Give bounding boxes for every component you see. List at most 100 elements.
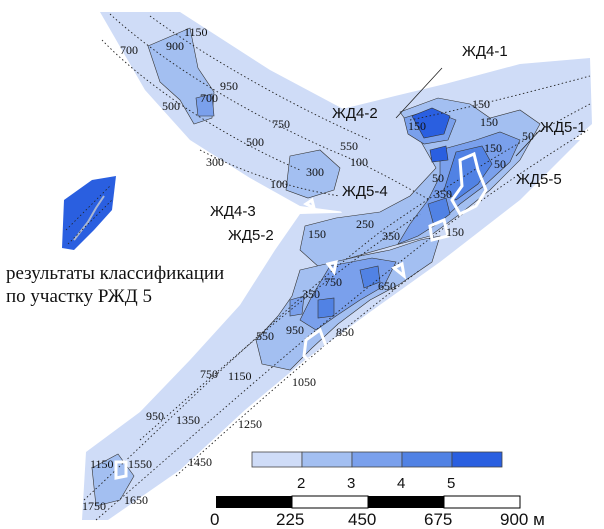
- parcel: [114, 460, 128, 480]
- contour: [149, 15, 371, 141]
- zone: [285, 149, 341, 199]
- contour: [83, 103, 591, 501]
- contour: [109, 13, 431, 201]
- contour-label: 1050: [292, 375, 316, 389]
- contour-label: 950: [146, 409, 164, 423]
- parcel: [391, 261, 407, 280]
- contour-label: 50: [522, 129, 534, 143]
- contour-label: 500: [162, 99, 180, 113]
- contour-label: 1350: [176, 413, 200, 427]
- contour-label: 1250: [238, 417, 262, 431]
- parcel: [450, 151, 488, 216]
- contour-label: 1150: [228, 369, 252, 383]
- contour-label: 300: [206, 155, 224, 169]
- scale-segment: [368, 496, 444, 508]
- legend: 2 3 4 5: [251, 451, 503, 492]
- well-label-zhd5-4: ЖД5-4: [342, 183, 388, 200]
- legend-label: 2: [297, 475, 305, 492]
- zone: [359, 265, 381, 289]
- well-label-zhd4-2: ЖД4-2: [332, 105, 378, 122]
- contour-label: 150: [484, 141, 502, 155]
- zone: [91, 453, 135, 507]
- legend-swatch: [301, 451, 353, 468]
- zone: [443, 145, 493, 201]
- inset-thumbnail: [62, 176, 116, 250]
- contour-label: 250: [356, 217, 374, 231]
- well-label-zhd5-5: ЖД5-5: [516, 171, 562, 188]
- leader-line: [395, 67, 443, 119]
- scale-segment: [291, 495, 369, 509]
- class-4-5-zones: [317, 107, 493, 319]
- well-label-zhd5-2: ЖД5-2: [228, 227, 274, 244]
- contour-label: 150: [446, 225, 464, 239]
- contour-label: 650: [378, 279, 396, 293]
- scale-segment: [443, 495, 521, 509]
- inset-shape: [62, 176, 116, 250]
- contour-label: 850: [336, 325, 354, 339]
- legend-swatch: [351, 451, 403, 468]
- contour-label: 1750: [82, 499, 106, 513]
- contour-label: 50: [432, 171, 444, 185]
- contour-label: 100: [350, 155, 368, 169]
- contour-label: 150: [480, 115, 498, 129]
- contour: [409, 75, 591, 121]
- contour-label: 900: [166, 39, 184, 53]
- contour-label: 750: [272, 117, 290, 131]
- zone: [411, 107, 451, 139]
- well-label-zhd4-1: ЖД4-1: [462, 43, 508, 60]
- scale-segment: [216, 496, 292, 508]
- contour-label: 700: [120, 43, 138, 57]
- scale-label: 0: [210, 510, 219, 529]
- contour-label: 550: [340, 139, 358, 153]
- contour-label: 1150: [90, 457, 114, 471]
- contour-label: 150: [472, 97, 490, 111]
- contour: [199, 149, 341, 197]
- parcel: [302, 327, 328, 367]
- contour-label: 950: [286, 323, 304, 337]
- contour-label: 1650: [124, 493, 148, 507]
- leader-line: [515, 129, 541, 157]
- legend-label: 4: [397, 475, 405, 492]
- contour-label: 350: [382, 229, 400, 243]
- scale-label: 675: [424, 510, 452, 529]
- contour-label: 550: [256, 329, 274, 343]
- contour-label: 300: [306, 165, 324, 179]
- contour: [101, 39, 301, 171]
- parcel: [325, 259, 338, 276]
- contour: [139, 213, 421, 441]
- parcel: [303, 197, 317, 211]
- scale-bar: 0 225 450 675 900 м: [210, 495, 545, 529]
- contour-label: 950: [220, 79, 238, 93]
- classification-caption: результаты классификации по участку РЖД …: [6, 262, 224, 308]
- zone: [427, 197, 451, 227]
- legend-label: 3: [347, 475, 355, 492]
- contour-label: 150: [308, 227, 326, 241]
- well-label-zhd5-1: ЖД5-1: [540, 119, 586, 136]
- white-parcels: [114, 151, 488, 480]
- caption-line-1: результаты классификации: [6, 263, 225, 284]
- legend-swatch: [251, 451, 303, 468]
- contour-label: 750: [324, 275, 342, 289]
- zone: [429, 145, 449, 163]
- legend-label: 5: [447, 475, 455, 492]
- contour-label: 150: [408, 119, 426, 133]
- contour-label-group: 1150 900 700 950 700 500 750 500 300 550…: [82, 25, 534, 513]
- legend-swatch: [401, 451, 453, 468]
- contour-label: 1550: [128, 457, 152, 471]
- contour-label: 50: [494, 157, 506, 171]
- contour-label: 350: [302, 287, 320, 301]
- inset-detail: [73, 195, 105, 241]
- contour-label: 350: [434, 187, 452, 201]
- scale-label: 450: [348, 510, 376, 529]
- contour-lines: [83, 13, 591, 521]
- parcel: [428, 217, 450, 242]
- zone: [195, 93, 215, 117]
- contour-label: 1450: [188, 455, 212, 469]
- legend-swatch: [451, 451, 503, 468]
- contour-label: 100: [270, 177, 288, 191]
- contour-label: 500: [246, 135, 264, 149]
- contour-label: 750: [200, 367, 218, 381]
- contour: [175, 269, 421, 477]
- zone: [289, 295, 305, 317]
